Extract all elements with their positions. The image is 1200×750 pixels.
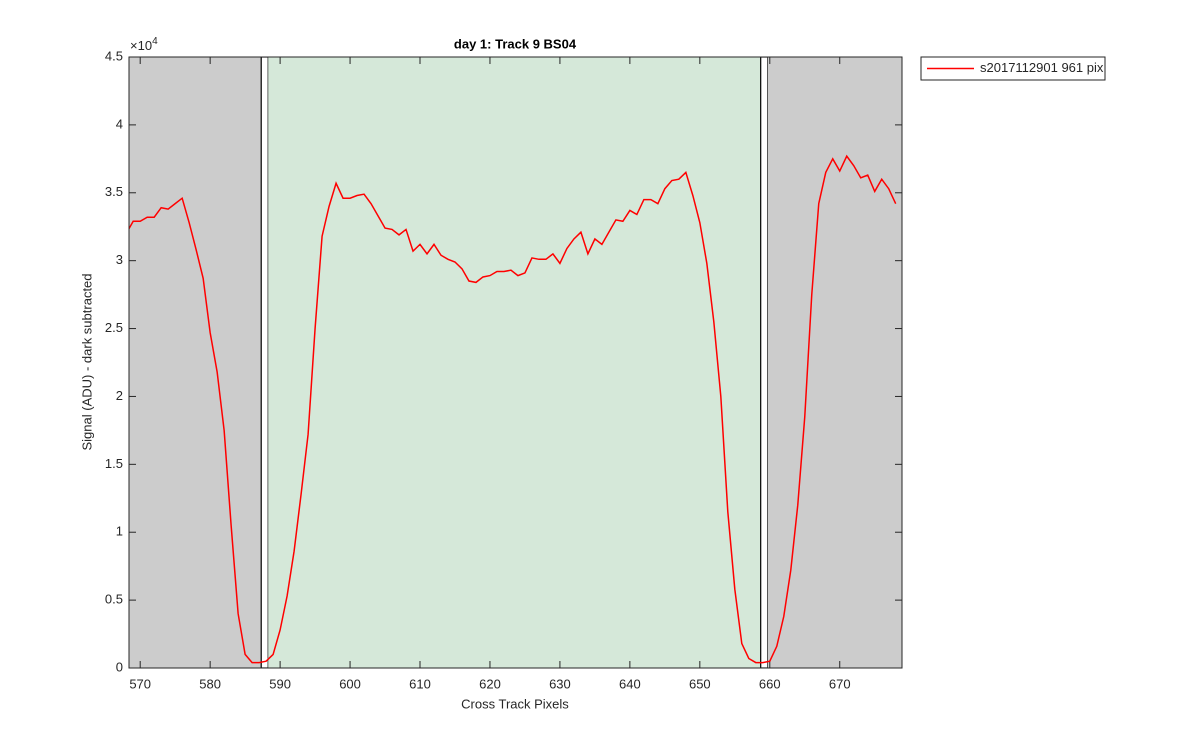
y-tick-label: 3 (116, 252, 123, 267)
region (767, 57, 902, 668)
x-tick-label: 620 (479, 676, 501, 691)
y-multiplier-base: ×10 (130, 38, 152, 53)
series-line (129, 154, 897, 664)
x-tick-label: 590 (269, 676, 291, 691)
axes-box (128, 56, 903, 669)
y-tick-label: 4 (116, 116, 123, 131)
x-tick-label: 670 (829, 676, 851, 691)
region (129, 57, 262, 668)
region (268, 57, 761, 668)
x-tick-label: 580 (199, 676, 221, 691)
y-tick-label: 0.5 (105, 592, 123, 607)
legend-label: s2017112901 961 pix (980, 60, 1104, 75)
y-tick-label: 3.5 (105, 184, 123, 199)
y-tick-label: 4.5 (105, 48, 123, 63)
y-tick-label: 2.5 (105, 320, 123, 335)
chart-title: day 1: Track 9 BS04 (454, 36, 577, 51)
x-axis-label: Cross Track Pixels (461, 696, 569, 711)
region (260, 57, 269, 668)
y-tick-label: 1 (116, 524, 123, 539)
x-tick-label: 600 (339, 676, 361, 691)
x-tick-label: 660 (759, 676, 781, 691)
y-multiplier-exponent: 4 (152, 36, 158, 47)
x-tick-label: 610 (409, 676, 431, 691)
y-multiplier: ×104 (130, 36, 158, 54)
legend: s2017112901 961 pix (920, 56, 1106, 81)
region (760, 57, 769, 668)
y-axis-label: Signal (ADU) - dark subtracted (79, 273, 94, 450)
x-tick-label: 650 (689, 676, 711, 691)
x-tick-label: 640 (619, 676, 641, 691)
x-tick-label: 630 (549, 676, 571, 691)
y-tick-label: 1.5 (105, 456, 123, 471)
y-tick-label: 0 (116, 659, 123, 674)
legend-box (920, 56, 1106, 81)
y-tick-label: 2 (116, 388, 123, 403)
x-tick-label: 570 (129, 676, 151, 691)
